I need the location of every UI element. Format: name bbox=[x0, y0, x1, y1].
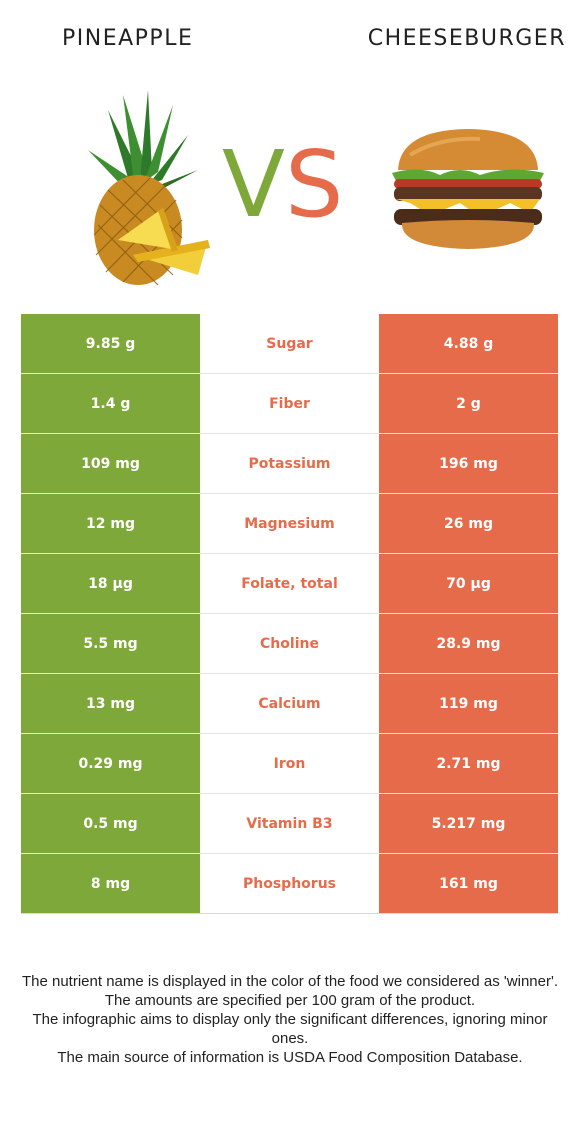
nutrient-name-cell: Fiber bbox=[200, 374, 379, 433]
left-value-cell: 13 mg bbox=[21, 674, 200, 733]
right-value-cell: 161 mg bbox=[379, 854, 558, 913]
footnote-4: The main source of information is USDA F… bbox=[57, 1049, 523, 1066]
table-row: 12 mg Magnesium 26 mg bbox=[21, 494, 558, 554]
left-food-title: PINEAPPLE bbox=[62, 26, 194, 51]
left-value-cell: 12 mg bbox=[21, 494, 200, 553]
nutrient-name-cell: Sugar bbox=[200, 314, 379, 373]
table-row: 5.5 mg Choline 28.9 mg bbox=[21, 614, 558, 674]
table-row: 0.5 mg Vitamin B3 5.217 mg bbox=[21, 794, 558, 854]
pineapple-icon bbox=[88, 90, 210, 286]
left-value-cell: 1.4 g bbox=[21, 374, 200, 433]
nutrient-name-cell: Potassium bbox=[200, 434, 379, 493]
table-row: 13 mg Calcium 119 mg bbox=[21, 674, 558, 734]
left-value-cell: 0.5 mg bbox=[21, 794, 200, 853]
right-value-cell: 2 g bbox=[379, 374, 558, 433]
nutrient-name-cell: Calcium bbox=[200, 674, 379, 733]
vs-v-letter: V bbox=[222, 131, 285, 238]
nutrient-name-cell: Magnesium bbox=[200, 494, 379, 553]
table-row: 1.4 g Fiber 2 g bbox=[21, 374, 558, 434]
cheeseburger-icon bbox=[392, 129, 544, 249]
right-value-cell: 119 mg bbox=[379, 674, 558, 733]
right-value-cell: 4.88 g bbox=[379, 314, 558, 373]
left-value-cell: 109 mg bbox=[21, 434, 200, 493]
right-value-cell: 70 µg bbox=[379, 554, 558, 613]
right-value-cell: 196 mg bbox=[379, 434, 558, 493]
nutrient-table: 9.85 g Sugar 4.88 g 1.4 g Fiber 2 g 109 mg Pota… bbox=[21, 314, 558, 914]
left-value-cell: 0.29 mg bbox=[21, 734, 200, 793]
nutrient-name-cell: Iron bbox=[200, 734, 379, 793]
table-row: 8 mg Phosphorus 161 mg bbox=[21, 854, 558, 914]
vs-s-letter: S bbox=[284, 131, 344, 238]
table-row: 0.29 mg Iron 2.71 mg bbox=[21, 734, 558, 794]
right-value-cell: 26 mg bbox=[379, 494, 558, 553]
right-value-cell: 28.9 mg bbox=[379, 614, 558, 673]
left-value-cell: 5.5 mg bbox=[21, 614, 200, 673]
left-value-cell: 8 mg bbox=[21, 854, 200, 913]
nutrient-name-cell: Phosphorus bbox=[200, 854, 379, 913]
right-food-title: CHEESEBURGER bbox=[367, 26, 566, 51]
table-row: 109 mg Potassium 196 mg bbox=[21, 434, 558, 494]
left-value-cell: 9.85 g bbox=[21, 314, 200, 373]
nutrient-name-cell: Choline bbox=[200, 614, 379, 673]
table-row: 18 µg Folate, total 70 µg bbox=[21, 554, 558, 614]
left-value-cell: 18 µg bbox=[21, 554, 200, 613]
nutrient-name-cell: Folate, total bbox=[200, 554, 379, 613]
footnotes: The nutrient name is displayed in the co… bbox=[14, 972, 566, 1067]
right-value-cell: 5.217 mg bbox=[379, 794, 558, 853]
nutrient-name-cell: Vitamin B3 bbox=[200, 794, 379, 853]
footnote-2: The amounts are specified per 100 gram o… bbox=[104, 992, 476, 1009]
footnote-3: The infographic aims to display only the… bbox=[32, 1011, 548, 1047]
right-value-cell: 2.71 mg bbox=[379, 734, 558, 793]
vs-label: VS bbox=[222, 130, 352, 240]
table-row: 9.85 g Sugar 4.88 g bbox=[21, 314, 558, 374]
footnote-1: The nutrient name is displayed in the co… bbox=[21, 973, 559, 990]
